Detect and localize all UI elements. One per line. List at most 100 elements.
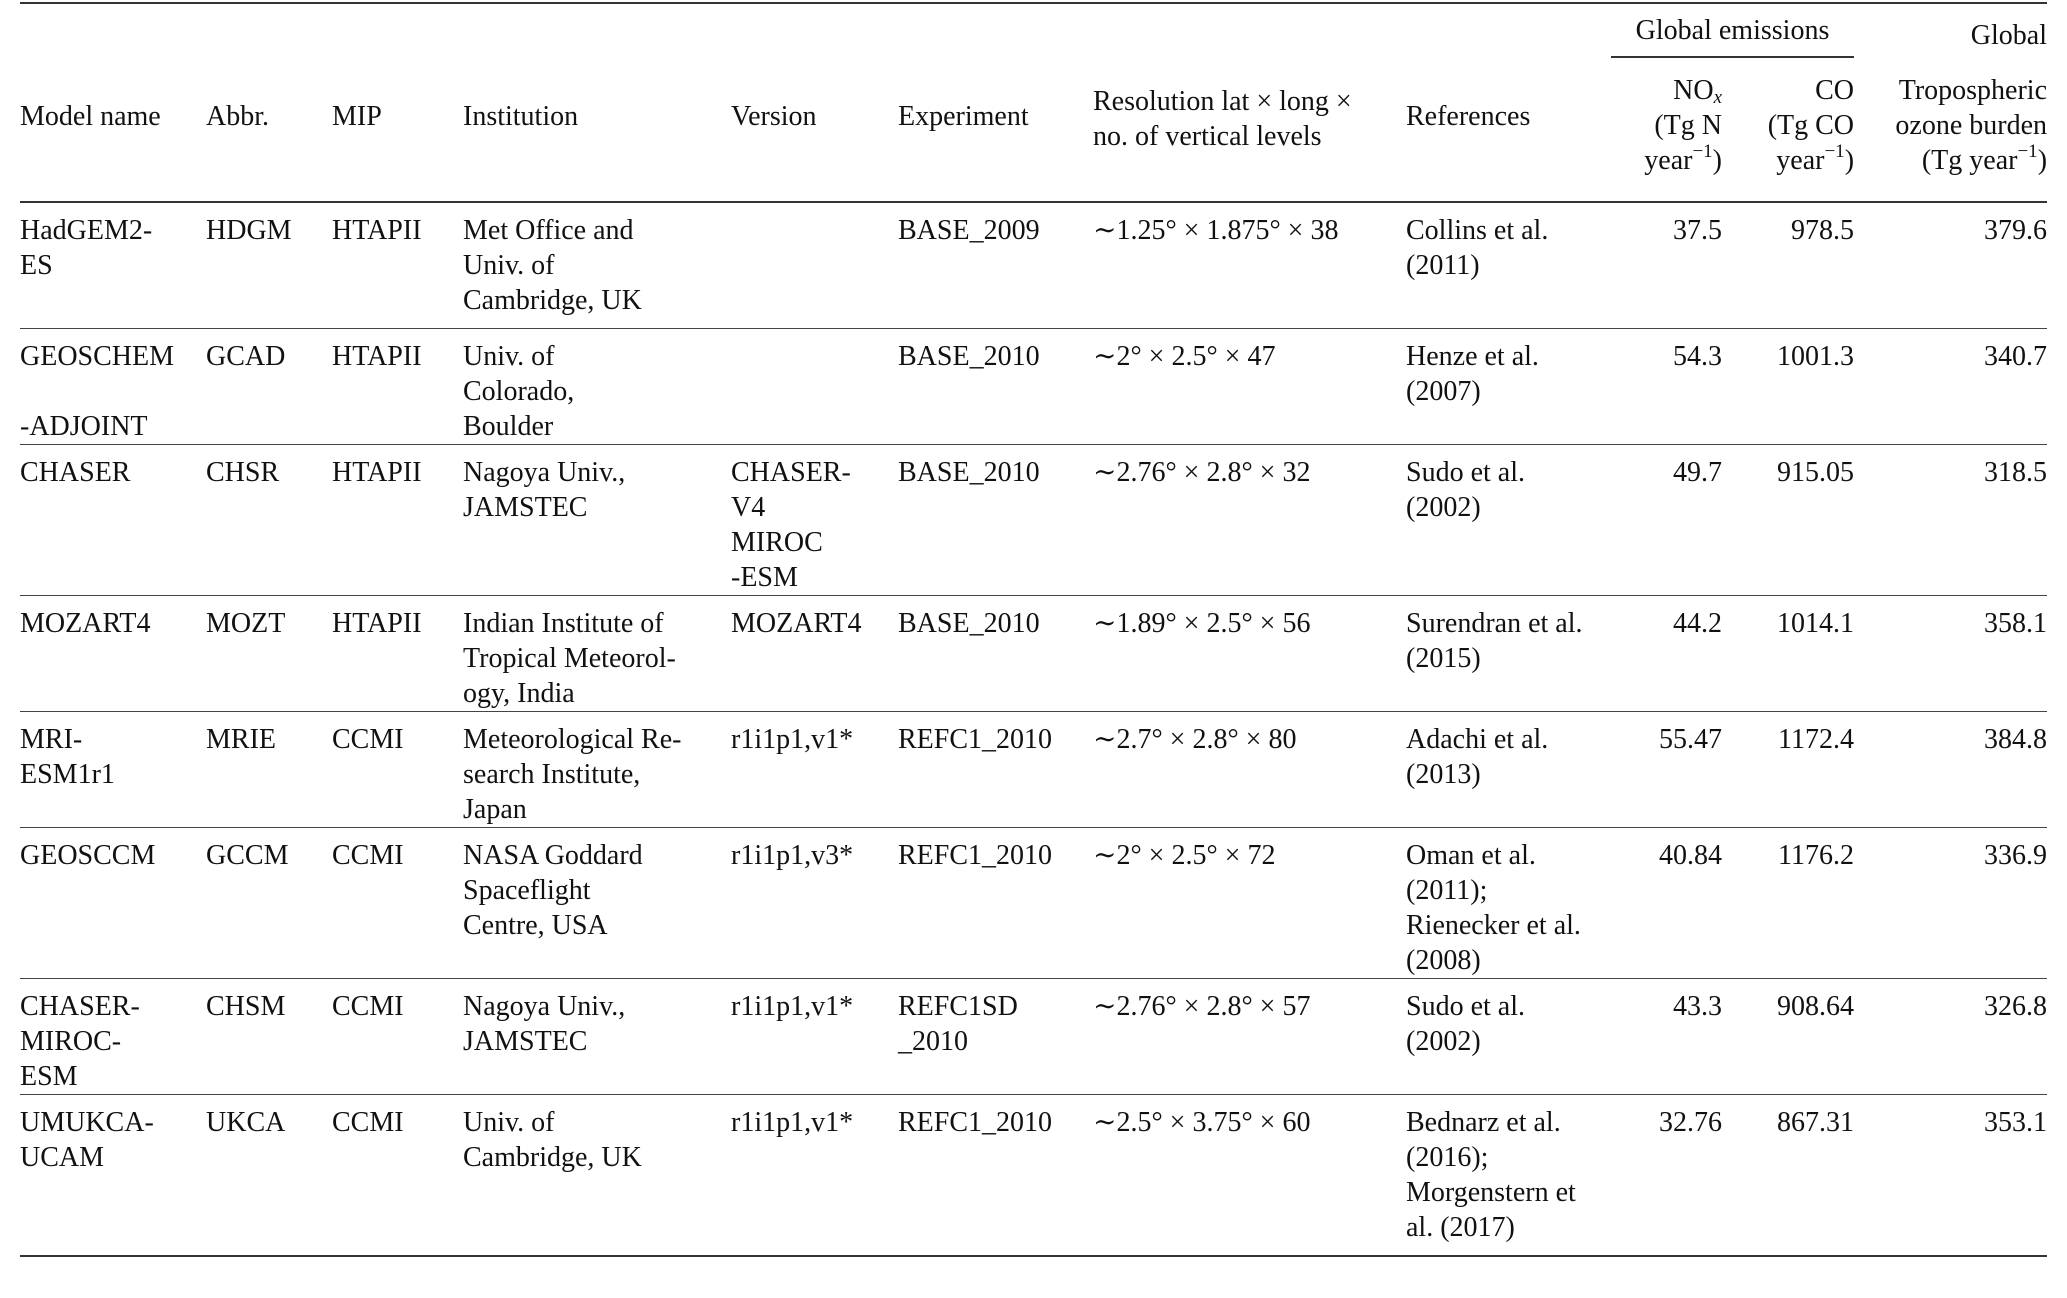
table-row: CHASER CHSR HTAPII Nagoya Univ., JAMSTEC CHA… — [20, 444, 2048, 595]
cell-co: 1014.1 — [1777, 607, 1855, 639]
cell-experiment: REFC1_2010 — [898, 1106, 1053, 1138]
cell-version — [731, 328, 898, 444]
cell-references: Henze et al. (2007) — [1406, 340, 1539, 407]
cell-resolution: ∼1.25° × 1.875° × 38 — [1093, 215, 1339, 246]
cell-institution: Nagoya Univ., JAMSTEC — [463, 990, 626, 1057]
header-burden: Tropospheric ozone burden (Tg year−1) — [1895, 75, 2048, 176]
cell-references: Sudo et al. (2002) — [1406, 990, 1525, 1057]
cell-burden: 379.6 — [1984, 215, 2048, 246]
cell-mip: CCMI — [332, 1106, 404, 1138]
cell-model: MRI- ESM1r1 — [20, 723, 115, 790]
cell-references: Sudo et al. (2002) — [1406, 456, 1525, 523]
cell-institution: Meteorological Re- search Institute, Jap… — [463, 723, 682, 825]
cell-mip: HTAPII — [332, 340, 422, 372]
global-emissions-label: Global emissions — [1611, 13, 1855, 58]
cell-burden: 318.5 — [1984, 456, 2048, 488]
table-row: GEOSCHEM -ADJOINT GCAD HTAPII Univ. of Colo… — [20, 328, 2048, 444]
cell-mip: HTAPII — [332, 456, 422, 488]
cell-institution: Univ. of Colorado, Boulder — [463, 340, 575, 442]
cell-resolution: ∼2.76° × 2.8° × 57 — [1093, 990, 1311, 1022]
cell-experiment: REFC1_2010 — [898, 839, 1053, 871]
cell-experiment: REFC1_2010 — [898, 723, 1053, 755]
cell-version — [731, 202, 898, 328]
header-institution: Institution — [463, 101, 579, 132]
cell-nox: 49.7 — [1673, 456, 1722, 488]
cell-burden: 340.7 — [1984, 340, 2048, 372]
cell-co: 1176.2 — [1778, 839, 1855, 871]
cell-model: GEOSCHEM -ADJOINT — [20, 340, 175, 442]
table-row: UMUKCA- UCAM UKCA CCMI Univ. of Cambridge, … — [20, 1094, 2048, 1256]
cell-version: r1i1p1,v1* — [731, 723, 854, 755]
cell-resolution: ∼1.89° × 2.5° × 56 — [1093, 607, 1311, 639]
cell-version: r1i1p1,v1* — [731, 990, 854, 1022]
header-references: References — [1406, 101, 1531, 132]
cell-model: CHASER- MIROC- ESM — [20, 990, 140, 1092]
cell-experiment: BASE_2010 — [898, 340, 1040, 372]
cell-nox: 54.3 — [1673, 340, 1722, 372]
model-table: Model name Abbr. MIP Institution Version… — [20, 2, 2048, 1257]
cell-references: Surendran et al. (2015) — [1406, 607, 1583, 674]
cell-institution: NASA Goddard Spaceflight Centre, USA — [463, 839, 643, 941]
cell-abbr: MOZT — [206, 607, 286, 639]
cell-references: Bednarz et al. (2016); Morgenstern et al… — [1406, 1106, 1576, 1243]
cell-version: r1i1p1,v3* — [731, 839, 854, 871]
cell-nox: 37.5 — [1673, 215, 1722, 246]
cell-model: GEOSCCM — [20, 839, 156, 871]
cell-abbr: UKCA — [206, 1106, 286, 1138]
cell-burden: 384.8 — [1984, 723, 2048, 755]
cell-resolution: ∼2.76° × 2.8° × 32 — [1093, 456, 1311, 488]
cell-experiment: BASE_2010 — [898, 456, 1040, 488]
table-body: HadGEM2- ES HDGM HTAPII Met Office and Univ… — [20, 202, 2048, 1256]
header-abbr: Abbr. — [206, 101, 269, 132]
cell-nox: 55.47 — [1659, 723, 1722, 755]
header-global-emissions: Global emissions — [1611, 3, 1855, 61]
cell-nox: 32.76 — [1659, 1106, 1722, 1138]
cell-co: 978.5 — [1791, 215, 1855, 246]
header-co: CO (Tg CO year−1) — [1767, 75, 1855, 176]
cell-mip: CCMI — [332, 990, 404, 1022]
cell-co: 915.05 — [1777, 456, 1855, 488]
cell-co: 867.31 — [1777, 1106, 1855, 1138]
header-global: Global — [1970, 20, 2048, 51]
cell-resolution: ∼2° × 2.5° × 72 — [1093, 839, 1276, 871]
cell-mip: HTAPII — [332, 607, 422, 639]
cell-institution: Met Office and Univ. of Cambridge, UK — [463, 215, 642, 316]
cell-mip: CCMI — [332, 839, 404, 871]
cell-resolution: ∼2.5° × 3.75° × 60 — [1093, 1106, 1311, 1138]
header-experiment: Experiment — [898, 101, 1029, 132]
cell-resolution: ∼2.7° × 2.8° × 80 — [1093, 723, 1297, 755]
cell-co: 908.64 — [1777, 990, 1855, 1022]
header-version: Version — [731, 101, 817, 132]
cell-abbr: CHSM — [206, 990, 286, 1022]
header-resolution: Resolution lat × long × no. of vertical … — [1093, 86, 1352, 152]
cell-version: MOZART4 — [731, 607, 862, 639]
cell-institution: Univ. of Cambridge, UK — [463, 1106, 642, 1173]
cell-nox: 44.2 — [1673, 607, 1722, 639]
cell-version: r1i1p1,v1* — [731, 1106, 854, 1138]
cell-references: Oman et al. (2011); Rienecker et al. (20… — [1406, 839, 1581, 976]
cell-references: Adachi et al. (2013) — [1406, 723, 1549, 790]
cell-mip: CCMI — [332, 723, 404, 755]
cell-burden: 336.9 — [1984, 839, 2048, 871]
cell-experiment: BASE_2009 — [898, 215, 1040, 246]
cell-abbr: CHSR — [206, 456, 280, 488]
cell-model: HadGEM2- ES — [20, 215, 153, 281]
cell-model: CHASER — [20, 456, 131, 488]
header-model-name: Model name — [20, 101, 161, 132]
cell-resolution: ∼2° × 2.5° × 47 — [1093, 340, 1276, 372]
cell-burden: 358.1 — [1984, 607, 2048, 639]
table-header: Model name Abbr. MIP Institution Version… — [20, 3, 2048, 202]
cell-institution: Nagoya Univ., JAMSTEC — [463, 456, 626, 523]
cell-abbr: HDGM — [206, 215, 292, 246]
cell-abbr: GCCM — [206, 839, 289, 871]
table-row: CHASER- MIROC- ESM CHSM CCMI Nagoya Univ., … — [20, 978, 2048, 1094]
cell-co: 1001.3 — [1777, 340, 1855, 372]
cell-nox: 40.84 — [1659, 839, 1722, 871]
cell-burden: 326.8 — [1984, 990, 2048, 1022]
cell-model: UMUKCA- UCAM — [20, 1106, 154, 1173]
table-row: MRI- ESM1r1 MRIE CCMI Meteorological Re- se… — [20, 711, 2048, 827]
header-mip: MIP — [332, 101, 382, 132]
cell-institution: Indian Institute of Tropical Meteorol- o… — [463, 607, 676, 709]
cell-abbr: MRIE — [206, 723, 276, 755]
